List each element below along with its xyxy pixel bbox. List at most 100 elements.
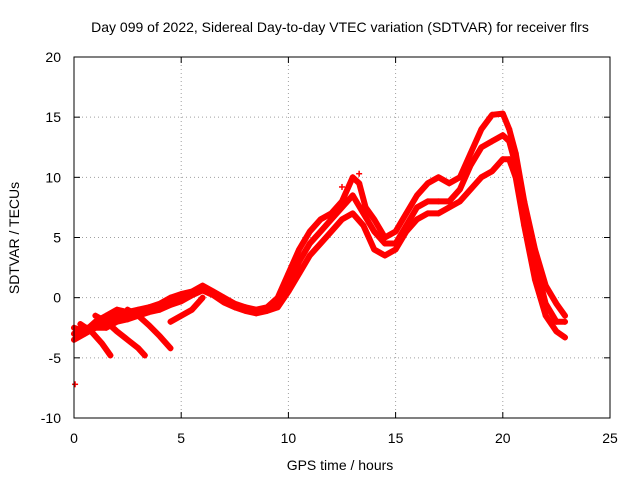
data-point [506,156,513,163]
data-point [285,270,292,277]
y-tick-label: 15 [45,109,61,125]
data-point [424,210,431,217]
data-point [178,312,185,319]
data-point [553,328,560,335]
data-point [242,307,249,314]
data-point [489,168,496,175]
y-tick-label: 0 [53,290,61,306]
data-point [456,174,463,181]
data-point [424,180,431,187]
x-tick-label: 25 [602,430,618,446]
data-point [506,126,513,133]
data-point [561,334,568,341]
data-point [231,304,238,311]
series-4 [77,321,114,359]
data-point [542,312,549,319]
data-point [478,144,485,151]
data-point [403,228,410,235]
data-point [156,333,163,340]
data-point [561,318,568,325]
x-tick-label: 5 [177,430,185,446]
data-point [512,174,519,181]
data-point [414,216,421,223]
x-tick-label: 20 [495,430,511,446]
data-point [107,352,114,359]
data-point [296,258,303,265]
data-point [499,156,506,163]
series-layer [71,110,568,388]
data-point [403,210,410,217]
data-point [349,210,356,217]
data-point [317,216,324,223]
data-point [113,312,120,319]
data-point [285,288,292,295]
data-point [167,318,174,325]
data-point [210,292,217,299]
data-point [371,228,378,235]
data-point [156,306,163,313]
data-point [188,292,195,299]
series-line [92,312,148,359]
data-point [296,246,303,253]
y-tick-label: -5 [49,350,62,366]
data-point [317,228,324,235]
data-point [499,132,506,139]
data-point [92,318,99,325]
data-point [521,222,528,229]
data-point [178,298,185,305]
data-point [88,328,95,335]
data-point [81,330,88,337]
x-tick-label: 10 [281,430,297,446]
data-point [306,252,313,259]
data-point [371,246,378,253]
data-point [414,204,421,211]
data-point [392,228,399,235]
data-point [141,352,148,359]
data-point [381,240,388,247]
series-6 [124,306,174,352]
x-tick-label: 0 [70,430,78,446]
y-tick-label: 5 [53,230,61,246]
data-point [553,300,560,307]
data-point [113,306,120,313]
series-5 [92,312,148,359]
data-point [489,138,496,145]
data-point [349,192,356,199]
data-point [274,304,281,311]
data-point [167,294,174,301]
data-point [124,316,131,323]
data-point [356,180,363,187]
series-line [71,132,568,337]
data-point [414,192,421,199]
data-point [103,312,110,319]
series-line [77,321,114,359]
data-point [435,198,442,205]
data-point [167,345,174,352]
data-point [135,345,142,352]
data-point [328,228,335,235]
data-point [221,299,228,306]
data-point [339,204,345,211]
data-point [446,180,453,187]
data-point [103,318,110,325]
data-point [317,240,324,247]
series-line [167,294,206,325]
chart-title: Day 099 of 2022, Sidereal Day-to-day VTE… [91,19,589,35]
axis-ticks: 0 5 10 15 20 25 -10 -5 0 5 10 15 20 [41,49,618,446]
data-point [435,210,442,217]
data-point [478,174,485,181]
data-point [381,252,388,259]
data-point [467,186,474,193]
data-point [360,210,367,217]
data-point [362,204,369,211]
series-7 [167,294,206,325]
data-point [92,324,99,331]
y-axis-label: SDTVAR / TECUs [6,182,22,294]
data-point [199,294,206,301]
data-point [467,150,474,157]
data-point [561,312,568,319]
data-point [146,309,153,316]
data-point [424,198,431,205]
data-point [489,111,496,118]
